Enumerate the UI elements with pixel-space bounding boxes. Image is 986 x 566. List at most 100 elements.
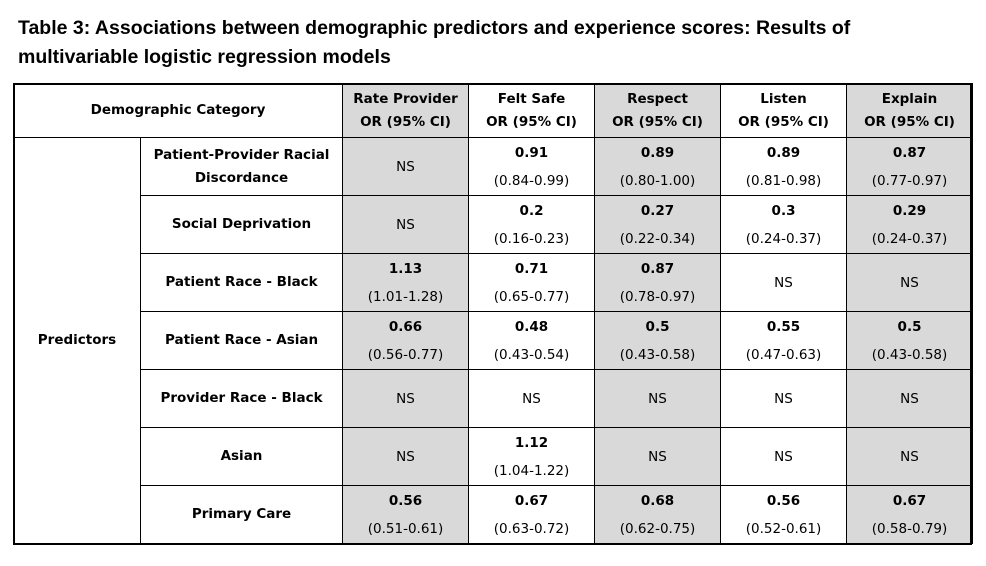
confidence-interval-value: (1.01-1.28) <box>367 288 444 305</box>
odds-ratio-value: 0.89 <box>766 144 801 161</box>
confidence-interval-value: (0.51-0.61) <box>367 520 444 537</box>
odds-ratio-value: 0.55 <box>766 318 801 335</box>
odds-ratio-value: 0.68 <box>640 492 675 509</box>
table-cell: 0.56 (0.52-0.61) <box>720 485 848 544</box>
not-significant-value: NS <box>900 390 919 407</box>
odds-ratio-value: 0.67 <box>514 492 549 509</box>
odds-ratio-value: 0.56 <box>766 492 801 509</box>
header-column-name: Felt Safe <box>497 90 566 107</box>
table-title: Table 3: Associations between demographi… <box>18 17 851 68</box>
table-cell: NS <box>720 253 848 312</box>
table-cell: NS <box>594 369 722 428</box>
odds-ratio-value: 1.12 <box>514 434 549 451</box>
odds-ratio-value: 0.48 <box>514 318 549 335</box>
confidence-interval-value: (0.43-0.58) <box>619 346 696 363</box>
row-label: Primary Care <box>139 485 344 544</box>
header-respect: Respect OR (95% CI) <box>594 83 722 138</box>
confidence-interval-value: (0.84-0.99) <box>493 172 570 189</box>
row-label: Social Deprivation <box>139 195 344 254</box>
odds-ratio-value: 0.89 <box>640 144 675 161</box>
table-cell: NS <box>342 369 470 428</box>
table-cell: NS <box>846 427 974 486</box>
not-significant-value: NS <box>396 216 415 233</box>
header-column-name: Explain <box>881 90 938 107</box>
regression-results-table: Demographic Category Rate Provider OR (9… <box>12 83 974 544</box>
confidence-interval-value: (0.22-0.34) <box>619 230 696 247</box>
header-category-label: Demographic Category <box>90 102 266 118</box>
not-significant-value: NS <box>900 448 919 465</box>
header-column-name: Rate Provider <box>353 90 458 107</box>
odds-ratio-value: 0.27 <box>640 202 675 219</box>
table-cell: 0.71 (0.65-0.77) <box>468 253 596 312</box>
row-label: Patient Race - Asian <box>139 311 344 370</box>
row-label: Patient-Provider Racial Discordance <box>139 137 344 196</box>
table-row: Patient Race - Black 1.13 (1.01-1.28) 0.71 (… <box>14 253 974 312</box>
table-cell: 0.67 (0.58-0.79) <box>846 485 974 544</box>
odds-ratio-value: 0.87 <box>640 260 675 277</box>
table-cell: 0.89 (0.80-1.00) <box>594 137 722 196</box>
header-column-name: Listen <box>760 90 807 107</box>
header-demographic-category: Demographic Category <box>12 83 344 138</box>
table-cell: 0.48 (0.43-0.54) <box>468 311 596 370</box>
confidence-interval-value: (0.56-0.77) <box>367 346 444 363</box>
confidence-interval-value: (0.52-0.61) <box>745 520 822 537</box>
table-header-row: Demographic Category Rate Provider OR (9… <box>12 83 974 138</box>
header-rate-provider: Rate Provider OR (95% CI) <box>342 83 470 138</box>
table-cell: 0.2 (0.16-0.23) <box>468 195 596 254</box>
table-cell: 0.3 (0.24-0.37) <box>720 195 848 254</box>
confidence-interval-value: (0.81-0.98) <box>745 172 822 189</box>
table-cell: 0.91 (0.84-0.99) <box>468 137 596 196</box>
odds-ratio-value: 1.13 <box>388 260 423 277</box>
table-cell: 0.87 (0.77-0.97) <box>846 137 974 196</box>
row-label: Patient Race - Black <box>139 253 344 312</box>
table-body: Predictors Patient-Provider Racial Disco… <box>13 137 974 544</box>
header-listen: Listen OR (95% CI) <box>720 83 848 138</box>
header-column-sub: OR (95% CI) <box>738 113 829 130</box>
confidence-interval-value: (1.04-1.22) <box>493 462 570 479</box>
not-significant-value: NS <box>648 390 667 407</box>
table-cell: 0.68 (0.62-0.75) <box>594 485 722 544</box>
row-label: Asian <box>139 427 344 486</box>
table-row: Provider Race - Black NS NS NS NS NS <box>14 369 974 428</box>
not-significant-value: NS <box>774 448 793 465</box>
table-cell: 0.29 (0.24-0.37) <box>846 195 974 254</box>
table-cell: NS <box>720 369 848 428</box>
table-cell: NS <box>720 427 848 486</box>
confidence-interval-value: (0.43-0.58) <box>871 346 948 363</box>
table-cell: 1.12 (1.04-1.22) <box>468 427 596 486</box>
table-cell: 0.66 (0.56-0.77) <box>342 311 470 370</box>
table-cell: NS <box>594 427 722 486</box>
table-cell: 0.55 (0.47-0.63) <box>720 311 848 370</box>
table-row: Predictors Patient-Provider Racial Disco… <box>13 137 974 544</box>
not-significant-value: NS <box>396 390 415 407</box>
confidence-interval-value: (0.77-0.97) <box>871 172 948 189</box>
table-cell: 1.13 (1.01-1.28) <box>342 253 470 312</box>
odds-ratio-value: 0.56 <box>388 492 423 509</box>
odds-ratio-value: 0.87 <box>892 144 927 161</box>
confidence-interval-value: (0.24-0.37) <box>745 230 822 247</box>
table-cell: 0.56 (0.51-0.61) <box>342 485 470 544</box>
odds-ratio-value: 0.91 <box>514 144 549 161</box>
confidence-interval-value: (0.47-0.63) <box>745 346 822 363</box>
odds-ratio-value: 0.29 <box>892 202 927 219</box>
confidence-interval-value: (0.80-1.00) <box>619 172 696 189</box>
not-significant-value: NS <box>648 448 667 465</box>
header-column-name: Respect <box>627 90 688 107</box>
table-cell: 0.67 (0.63-0.72) <box>468 485 596 544</box>
header-column-sub: OR (95% CI) <box>864 113 955 130</box>
header-column-sub: OR (95% CI) <box>360 113 451 130</box>
table-cell: NS <box>846 253 974 312</box>
confidence-interval-value: (0.63-0.72) <box>493 520 570 537</box>
odds-ratio-value: 0.3 <box>771 202 796 219</box>
table-cell: 0.27 (0.22-0.34) <box>594 195 722 254</box>
table-cell: NS <box>846 369 974 428</box>
table-cell: NS <box>342 427 470 486</box>
header-felt-safe: Felt Safe OR (95% CI) <box>468 83 596 138</box>
confidence-interval-value: (0.65-0.77) <box>493 288 570 305</box>
odds-ratio-value: 0.2 <box>519 202 544 219</box>
row-label: Provider Race - Black <box>139 369 344 428</box>
table-row: Patient Race - Asian 0.66 (0.56-0.77) 0.48 (… <box>14 311 974 370</box>
table-cell: NS <box>342 195 470 254</box>
table-row: Primary Care 0.56 (0.51-0.61) 0.67 (0.63-0.7… <box>14 485 974 544</box>
table-cell: NS <box>468 369 596 428</box>
